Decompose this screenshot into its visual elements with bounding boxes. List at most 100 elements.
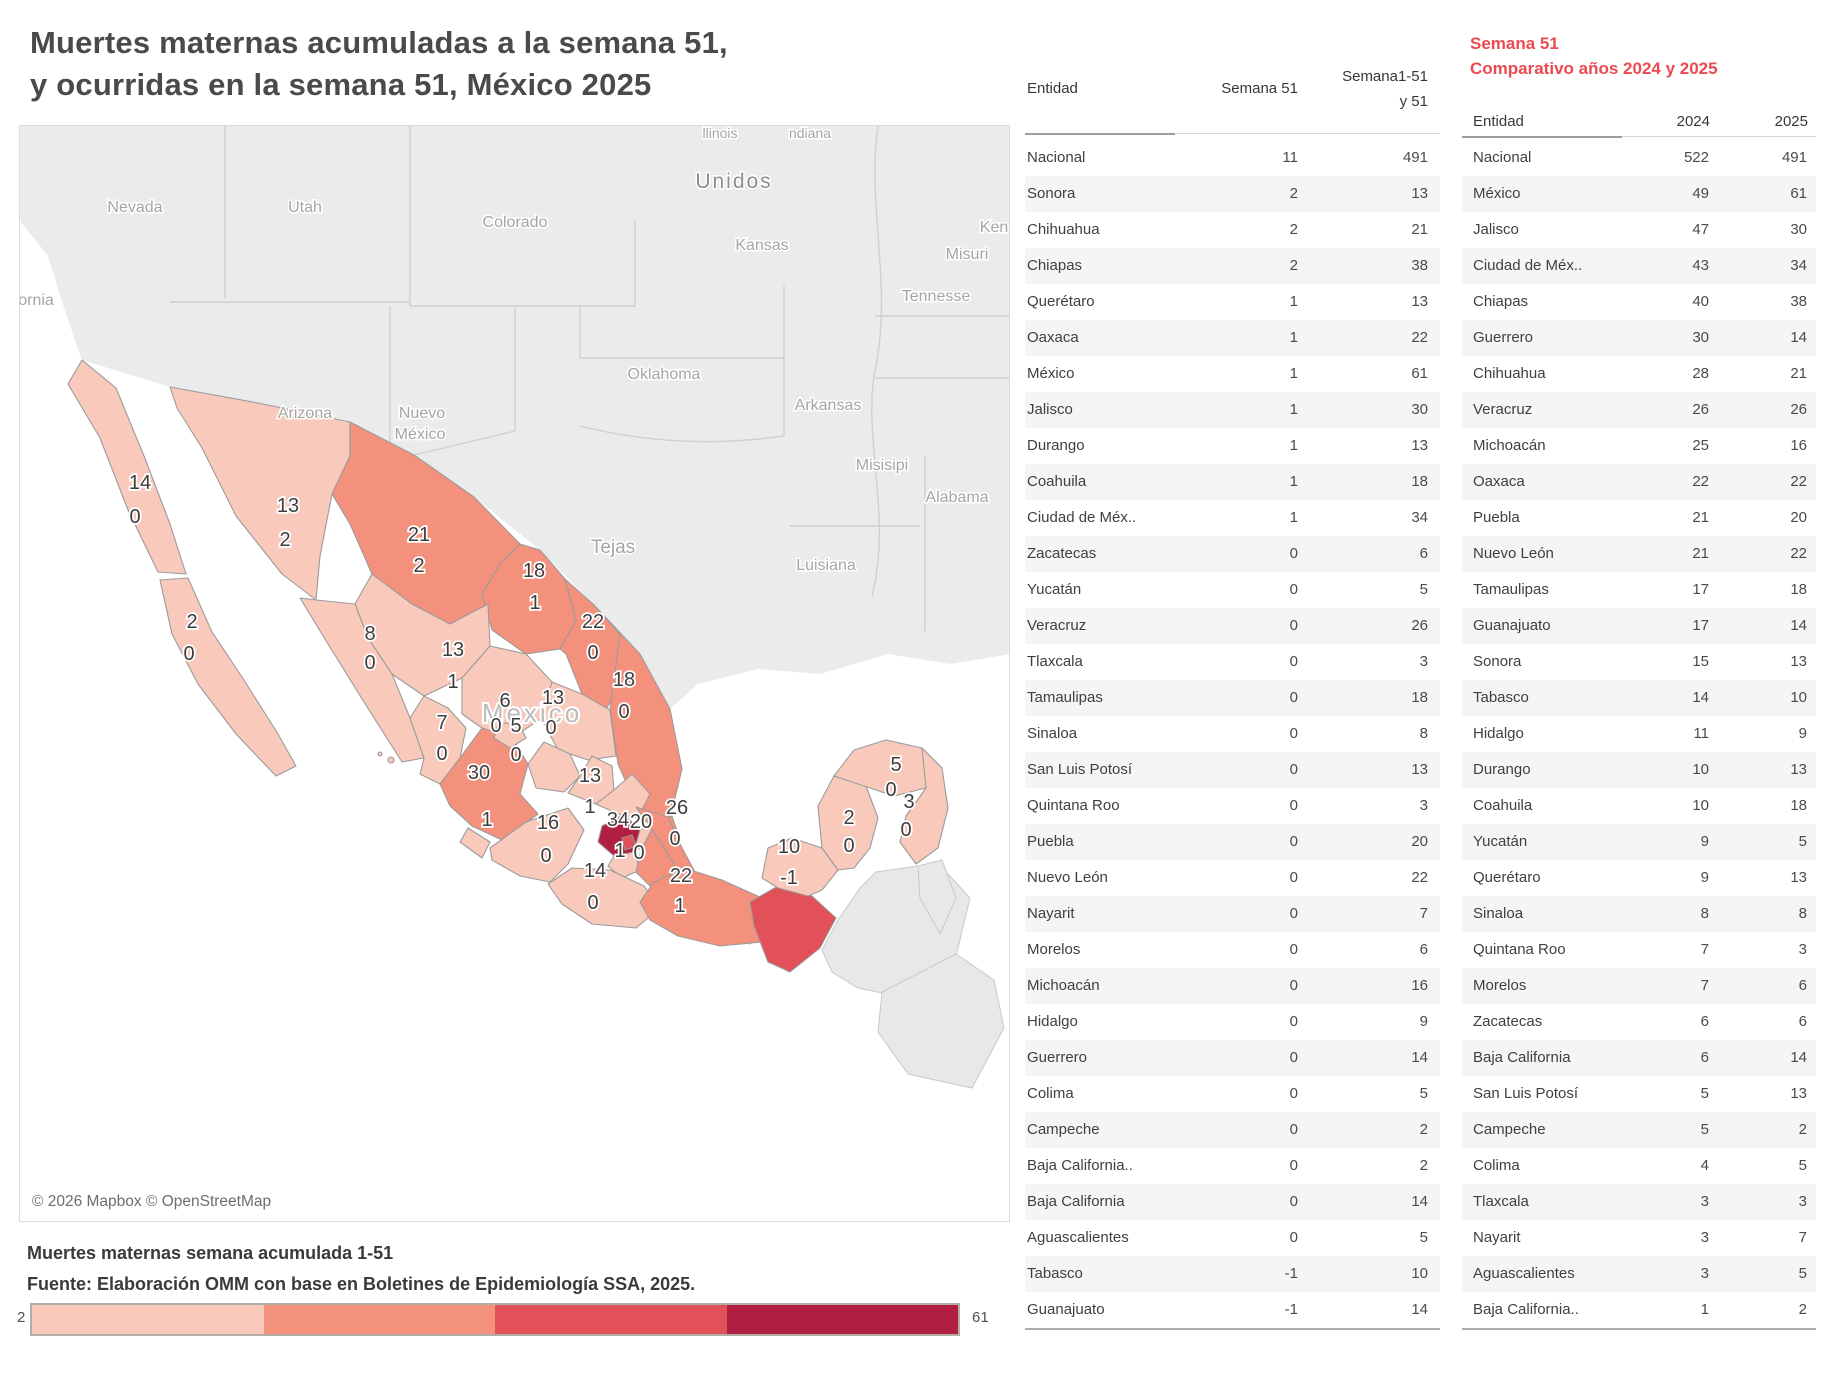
- table-row-durango[interactable]: Durango 10 13: [1462, 752, 1816, 788]
- cell-entity: Puebla: [1027, 833, 1074, 850]
- table-row-quer-taro[interactable]: Querétaro 9 13: [1462, 860, 1816, 896]
- table-row-hidalgo[interactable]: Hidalgo 0 9: [1025, 1004, 1440, 1040]
- table-row-colima[interactable]: Colima 4 5: [1462, 1148, 1816, 1184]
- state-san-luis-potosi[interactable]: [540, 681, 617, 761]
- table-row-ciudad-de-m-x-[interactable]: Ciudad de Méx.. 43 34: [1462, 248, 1816, 284]
- table-row-puebla[interactable]: Puebla 21 20: [1462, 500, 1816, 536]
- table-row-chihuahua[interactable]: Chihuahua 28 21: [1462, 356, 1816, 392]
- table-row-guanajuato[interactable]: Guanajuato 17 14: [1462, 608, 1816, 644]
- table-row-tlaxcala[interactable]: Tlaxcala 3 3: [1462, 1184, 1816, 1220]
- table-row-nayarit[interactable]: Nayarit 0 7: [1025, 896, 1440, 932]
- cell-value-2: 38: [1790, 293, 1807, 310]
- cell-value-1: 0: [1289, 833, 1298, 850]
- table-row-tamaulipas[interactable]: Tamaulipas 0 18: [1025, 680, 1440, 716]
- table-row-veracruz[interactable]: Veracruz 0 26: [1025, 608, 1440, 644]
- table-row-quintana-roo[interactable]: Quintana Roo 0 3: [1025, 788, 1440, 824]
- table-row-yucat-n[interactable]: Yucatán 9 5: [1462, 824, 1816, 860]
- state-aguascalientes[interactable]: [493, 721, 527, 749]
- table-row-nuevo-le-n[interactable]: Nuevo León 21 22: [1462, 536, 1816, 572]
- cell-value-2: 491: [1402, 149, 1428, 166]
- state-campeche[interactable]: [817, 775, 879, 871]
- table-row-m-xico[interactable]: México 49 61: [1462, 176, 1816, 212]
- state-sonora[interactable]: [169, 386, 351, 601]
- table-row-chiapas[interactable]: Chiapas 2 38: [1025, 248, 1440, 284]
- us-label-oklahoma: Oklahoma: [628, 366, 701, 383]
- table-row-baja-california-[interactable]: Baja California.. 0 2: [1025, 1148, 1440, 1184]
- table-row-sinaloa[interactable]: Sinaloa 0 8: [1025, 716, 1440, 752]
- table-row-tamaulipas[interactable]: Tamaulipas 17 18: [1462, 572, 1816, 608]
- state-quintana-roo[interactable]: [899, 747, 949, 865]
- table-row-san-luis-potos-[interactable]: San Luis Potosí 0 13: [1025, 752, 1440, 788]
- state-chiapas[interactable]: [749, 885, 837, 973]
- table-row-michoac-n[interactable]: Michoacán 25 16: [1462, 428, 1816, 464]
- table-row-campeche[interactable]: Campeche 5 2: [1462, 1112, 1816, 1148]
- table-row-sonora[interactable]: Sonora 15 13: [1462, 644, 1816, 680]
- table-row-yucat-n[interactable]: Yucatán 0 5: [1025, 572, 1440, 608]
- table-row-colima[interactable]: Colima 0 5: [1025, 1076, 1440, 1112]
- table-row-chiapas[interactable]: Chiapas 40 38: [1462, 284, 1816, 320]
- table-row-jalisco[interactable]: Jalisco 47 30: [1462, 212, 1816, 248]
- table-row-veracruz[interactable]: Veracruz 26 26: [1462, 392, 1816, 428]
- table-row-san-luis-potos-[interactable]: San Luis Potosí 5 13: [1462, 1076, 1816, 1112]
- table-row-puebla[interactable]: Puebla 0 20: [1025, 824, 1440, 860]
- cell-entity: Veracruz: [1473, 401, 1533, 418]
- cell-entity: Guerrero: [1027, 1049, 1088, 1066]
- state-morelos[interactable]: [607, 851, 641, 879]
- table-row-michoac-n[interactable]: Michoacán 0 16: [1025, 968, 1440, 1004]
- state-colima[interactable]: [459, 827, 491, 859]
- table-row-ciudad-de-m-x-[interactable]: Ciudad de Méx.. 1 34: [1025, 500, 1440, 536]
- table-row-nayarit[interactable]: Nayarit 3 7: [1462, 1220, 1816, 1256]
- table-row-coahuila[interactable]: Coahuila 1 18: [1025, 464, 1440, 500]
- map-value-week-jalisco: 1: [481, 809, 492, 831]
- table-row-hidalgo[interactable]: Hidalgo 11 9: [1462, 716, 1816, 752]
- table-row-guanajuato[interactable]: Guanajuato -1 14: [1025, 1292, 1440, 1328]
- map-value-total-oaxaca: 22: [670, 865, 692, 887]
- table-row-sonora[interactable]: Sonora 2 13: [1025, 176, 1440, 212]
- cell-value-1: 47: [1692, 221, 1709, 238]
- table-row-morelos[interactable]: Morelos 0 6: [1025, 932, 1440, 968]
- table-row-guerrero[interactable]: Guerrero 30 14: [1462, 320, 1816, 356]
- table-row-quintana-roo[interactable]: Quintana Roo 7 3: [1462, 932, 1816, 968]
- table-row-tlaxcala[interactable]: Tlaxcala 0 3: [1025, 644, 1440, 680]
- table-row-coahuila[interactable]: Coahuila 10 18: [1462, 788, 1816, 824]
- us-label-kansas: Kansas: [735, 237, 788, 254]
- cell-value-1: 0: [1289, 905, 1298, 922]
- table-row-jalisco[interactable]: Jalisco 1 30: [1025, 392, 1440, 428]
- map-canvas[interactable]: Mexico llinois ndiana Unidos Nevada Utah Colo…: [20, 126, 1010, 1222]
- table-row-oaxaca[interactable]: Oaxaca 1 22: [1025, 320, 1440, 356]
- map-attribution[interactable]: © 2026 Mapbox © OpenStreetMap: [22, 1189, 282, 1215]
- table-row-baja-california-[interactable]: Baja California.. 1 2: [1462, 1292, 1816, 1328]
- table-row-campeche[interactable]: Campeche 0 2: [1025, 1112, 1440, 1148]
- table-row-m-xico[interactable]: México 1 61: [1025, 356, 1440, 392]
- table-row-guerrero[interactable]: Guerrero 0 14: [1025, 1040, 1440, 1076]
- week-table-bottom-rule: [1025, 1328, 1440, 1330]
- table-row-nacional[interactable]: Nacional 11 491: [1025, 140, 1440, 176]
- table-row-tabasco[interactable]: Tabasco -1 10: [1025, 1256, 1440, 1292]
- table-row-morelos[interactable]: Morelos 7 6: [1462, 968, 1816, 1004]
- table-row-aguascalientes[interactable]: Aguascalientes 3 5: [1462, 1256, 1816, 1292]
- state-coahuila[interactable]: [481, 543, 577, 655]
- cell-value-1: 0: [1289, 581, 1298, 598]
- mexico-states[interactable]: [67, 359, 949, 973]
- us-label-luisiana: Luisiana: [796, 557, 856, 574]
- table-row-nacional[interactable]: Nacional 522 491: [1462, 140, 1816, 176]
- table-row-chihuahua[interactable]: Chihuahua 2 21: [1025, 212, 1440, 248]
- table-row-tabasco[interactable]: Tabasco 14 10: [1462, 680, 1816, 716]
- table-row-sinaloa[interactable]: Sinaloa 8 8: [1462, 896, 1816, 932]
- table-row-nuevo-le-n[interactable]: Nuevo León 0 22: [1025, 860, 1440, 896]
- table-row-oaxaca[interactable]: Oaxaca 22 22: [1462, 464, 1816, 500]
- table-row-zacatecas[interactable]: Zacatecas 0 6: [1025, 536, 1440, 572]
- table-row-baja-california[interactable]: Baja California 6 14: [1462, 1040, 1816, 1076]
- cell-value-2: 5: [1419, 581, 1428, 598]
- table-row-durango[interactable]: Durango 1 13: [1025, 428, 1440, 464]
- state-michoacan[interactable]: [489, 807, 585, 883]
- state-baja-california-sur[interactable]: [159, 577, 297, 777]
- cell-value-2: 7: [1798, 1229, 1807, 1246]
- table-row-zacatecas[interactable]: Zacatecas 6 6: [1462, 1004, 1816, 1040]
- table-row-baja-california[interactable]: Baja California 0 14: [1025, 1184, 1440, 1220]
- mexico-choropleth-map[interactable]: Mexico llinois ndiana Unidos Nevada Utah Colo…: [19, 125, 1010, 1222]
- state-baja-california[interactable]: [67, 359, 187, 575]
- table-row-quer-taro[interactable]: Querétaro 1 13: [1025, 284, 1440, 320]
- table-row-aguascalientes[interactable]: Aguascalientes 0 5: [1025, 1220, 1440, 1256]
- compare-table-header-2024: 2024: [1676, 113, 1710, 130]
